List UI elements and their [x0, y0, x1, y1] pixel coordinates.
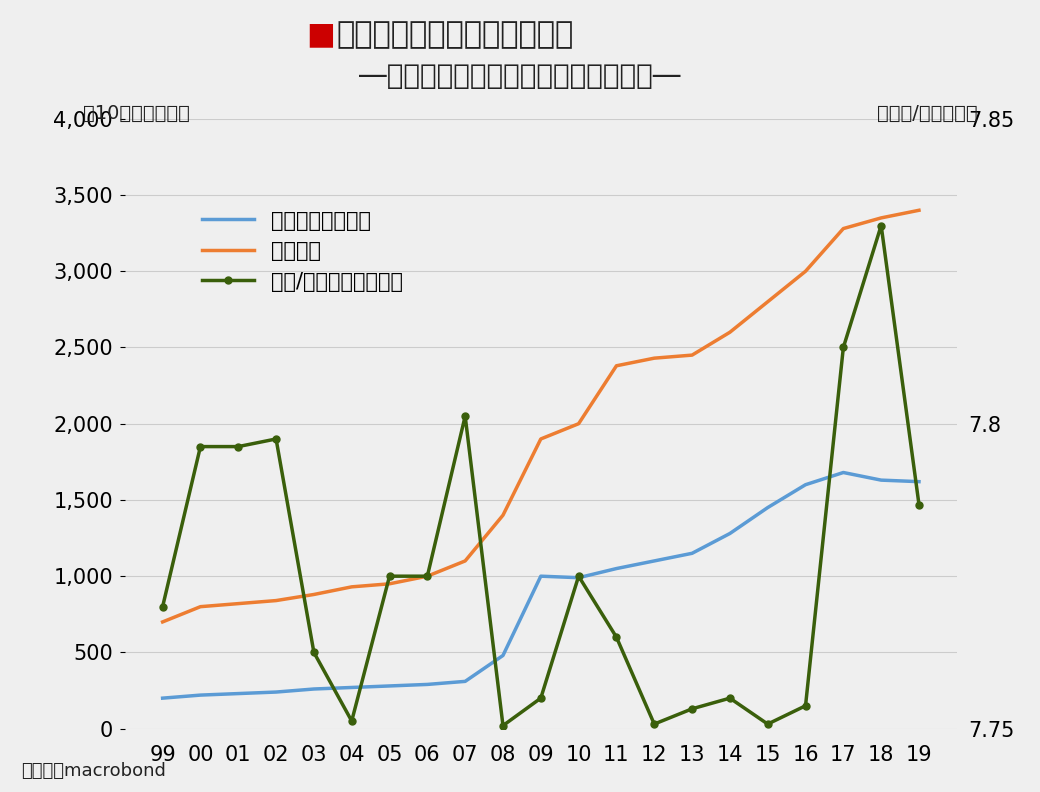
ドル/香港ドル（右軸） [837, 343, 850, 352]
ドル/香港ドル（右軸） [156, 602, 168, 611]
外貨準備 [761, 297, 774, 307]
マネタリーベース [875, 475, 887, 485]
ドル/香港ドル（右軸） [648, 719, 660, 729]
ドル/香港ドル（右軸） [308, 648, 320, 657]
Text: 投機的に売り崩すのは難しい: 投機的に売り崩すのは難しい [337, 20, 574, 49]
マネタリーベース [913, 477, 926, 486]
外貨準備 [913, 206, 926, 215]
マネタリーベース [156, 694, 168, 703]
ドル/香港ドル（右軸） [232, 442, 244, 451]
マネタリーベース [535, 572, 547, 581]
ドル/香港ドル（右軸） [497, 721, 510, 730]
マネタリーベース [384, 681, 396, 691]
外貨準備 [421, 572, 434, 581]
Text: （10億香港ドル）: （10億香港ドル） [83, 104, 190, 123]
ドル/香港ドル（右軸） [535, 694, 547, 703]
マネタリーベース [194, 691, 207, 700]
Line: マネタリーベース: マネタリーベース [162, 473, 919, 699]
外貨準備 [610, 361, 623, 371]
マネタリーベース [572, 573, 584, 582]
ドル/香港ドル（右軸） [194, 442, 207, 451]
外貨準備 [572, 419, 584, 428]
外貨準備 [648, 353, 660, 363]
ドル/香港ドル（右軸） [610, 632, 623, 642]
ドル/香港ドル（右軸） [875, 221, 887, 230]
ドル/香港ドル（右軸） [572, 571, 584, 581]
ドル/香港ドル（右軸） [761, 719, 774, 729]
外貨準備 [345, 582, 358, 592]
ドル/香港ドル（右軸） [384, 571, 396, 581]
外貨準備 [875, 213, 887, 223]
Text: （出所）macrobond: （出所）macrobond [21, 762, 165, 780]
マネタリーベース [837, 468, 850, 478]
外貨準備 [384, 579, 396, 588]
マネタリーベース [345, 683, 358, 692]
外貨準備 [232, 599, 244, 608]
ドル/香港ドル（右軸） [269, 434, 282, 444]
マネタリーベース [724, 529, 736, 539]
マネタリーベース [761, 503, 774, 512]
Text: ―香港のマネタリーベースと外貨準備―: ―香港のマネタリーベースと外貨準備― [359, 62, 681, 89]
マネタリーベース [685, 549, 698, 558]
ドル/香港ドル（右軸） [345, 716, 358, 725]
ドル/香港ドル（右軸） [421, 571, 434, 581]
外貨準備 [497, 511, 510, 520]
マネタリーベース [232, 689, 244, 699]
マネタリーベース [421, 680, 434, 689]
外貨準備 [156, 617, 168, 626]
マネタリーベース [269, 687, 282, 697]
Legend: マネタリーベース, 外貨準備, ドル/香港ドル（右軸）: マネタリーベース, 外貨準備, ドル/香港ドル（右軸） [193, 203, 411, 300]
ドル/香港ドル（右軸） [685, 704, 698, 714]
外貨準備 [459, 556, 471, 565]
マネタリーベース [308, 684, 320, 694]
マネタリーベース [800, 480, 812, 489]
外貨準備 [685, 350, 698, 360]
ドル/香港ドル（右軸） [459, 411, 471, 421]
外貨準備 [837, 224, 850, 234]
外貨準備 [194, 602, 207, 611]
外貨準備 [535, 434, 547, 444]
Line: ドル/香港ドル（右軸）: ドル/香港ドル（右軸） [159, 222, 922, 729]
外貨準備 [269, 596, 282, 605]
マネタリーベース [497, 651, 510, 661]
ドル/香港ドル（右軸） [724, 694, 736, 703]
マネタリーベース [648, 556, 660, 565]
ドル/香港ドル（右軸） [913, 500, 926, 509]
Text: （ドル/香港ドル）: （ドル/香港ドル） [877, 104, 978, 123]
Text: ■: ■ [306, 20, 335, 49]
Line: 外貨準備: 外貨準備 [162, 211, 919, 622]
マネタリーベース [459, 676, 471, 686]
外貨準備 [724, 328, 736, 337]
外貨準備 [308, 590, 320, 600]
外貨準備 [800, 266, 812, 276]
ドル/香港ドル（右軸） [800, 701, 812, 710]
マネタリーベース [610, 564, 623, 573]
